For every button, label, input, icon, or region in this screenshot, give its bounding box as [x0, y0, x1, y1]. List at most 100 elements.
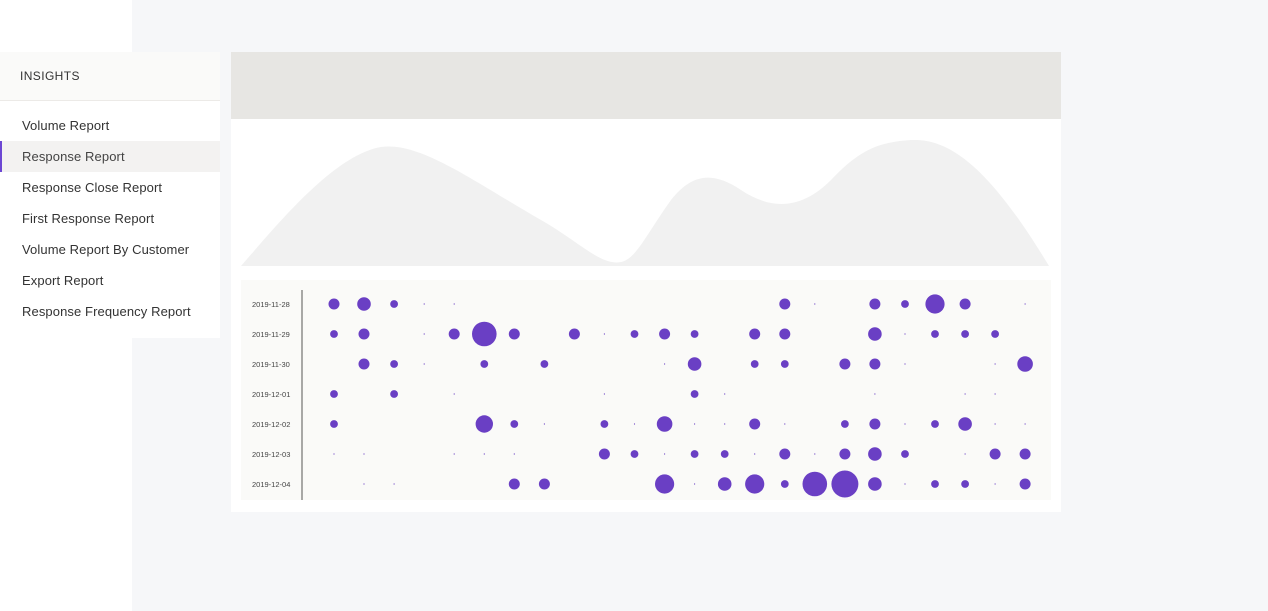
bubble-point[interactable]: [745, 474, 765, 494]
bubble-point[interactable]: [994, 393, 996, 395]
bubble-point[interactable]: [330, 420, 338, 428]
bubble-point[interactable]: [690, 390, 699, 398]
bubble-point[interactable]: [664, 453, 666, 455]
bubble-point[interactable]: [994, 363, 996, 365]
bubble-point[interactable]: [363, 453, 365, 455]
sidebar-item-export-report[interactable]: Export Report: [22, 273, 104, 288]
bubble-point[interactable]: [328, 298, 340, 310]
bubble-point[interactable]: [839, 358, 851, 370]
bubble-point[interactable]: [868, 327, 882, 341]
bubble-point[interactable]: [1019, 448, 1031, 460]
bubble-point[interactable]: [480, 360, 489, 368]
bubble-point[interactable]: [656, 416, 673, 432]
bubble-point[interactable]: [994, 423, 996, 425]
bubble-point[interactable]: [357, 297, 371, 311]
bubble-point[interactable]: [720, 450, 729, 458]
bubble-point[interactable]: [664, 363, 666, 365]
bubble-point[interactable]: [724, 393, 726, 395]
bubble-point[interactable]: [694, 423, 696, 425]
sidebar-item-volume-report[interactable]: Volume Report: [22, 118, 110, 133]
bubble-point[interactable]: [453, 393, 455, 395]
bubble-point[interactable]: [991, 330, 999, 338]
bubble-point[interactable]: [513, 453, 515, 455]
bubble-point[interactable]: [568, 328, 580, 340]
bubble-point[interactable]: [961, 480, 969, 488]
bubble-point[interactable]: [831, 470, 859, 498]
bubble-point[interactable]: [874, 393, 876, 395]
bubble-point[interactable]: [603, 393, 605, 395]
bubble-point[interactable]: [749, 418, 761, 430]
bubble-point[interactable]: [1024, 303, 1026, 305]
bubble-point[interactable]: [475, 415, 493, 433]
bubble-point[interactable]: [423, 333, 425, 335]
bubble-point[interactable]: [868, 477, 882, 491]
bubble-point[interactable]: [964, 453, 966, 455]
bubble-point[interactable]: [390, 300, 398, 308]
bubble-point[interactable]: [904, 483, 906, 485]
bubble-point[interactable]: [750, 360, 759, 368]
bubble-point[interactable]: [869, 418, 881, 430]
bubble-point[interactable]: [630, 330, 639, 338]
bubble-point[interactable]: [423, 303, 425, 305]
sidebar-item-volume-report-by-customer[interactable]: Volume Report By Customer: [22, 242, 190, 257]
bubble-point[interactable]: [784, 423, 786, 425]
bubble-point[interactable]: [959, 298, 971, 310]
bubble-point[interactable]: [779, 448, 791, 460]
bubble-point[interactable]: [510, 420, 519, 428]
bubble-point[interactable]: [931, 480, 939, 488]
bubble-point[interactable]: [780, 360, 789, 368]
bubble-point[interactable]: [754, 453, 756, 455]
bubble-point[interactable]: [958, 417, 972, 431]
bubble-point[interactable]: [802, 471, 828, 497]
bubble-point[interactable]: [1017, 356, 1033, 372]
bubble-point[interactable]: [964, 393, 966, 395]
bubble-point[interactable]: [901, 450, 909, 458]
bubble-point[interactable]: [483, 453, 485, 455]
bubble-point[interactable]: [779, 298, 791, 310]
bubble-point[interactable]: [841, 420, 849, 428]
bubble-point[interactable]: [694, 483, 696, 485]
sidebar-item-first-response-report[interactable]: First Response Report: [22, 211, 155, 226]
bubble-point[interactable]: [869, 298, 881, 310]
bubble-point[interactable]: [904, 333, 906, 335]
bubble-point[interactable]: [358, 328, 370, 340]
bubble-point[interactable]: [925, 294, 945, 314]
bubble-point[interactable]: [603, 333, 605, 335]
sidebar-item-response-frequency-report[interactable]: Response Frequency Report: [22, 304, 191, 319]
bubble-point[interactable]: [393, 483, 395, 485]
bubble-point[interactable]: [961, 330, 969, 338]
bubble-point[interactable]: [1019, 478, 1031, 490]
bubble-point[interactable]: [472, 321, 497, 347]
bubble-point[interactable]: [989, 448, 1001, 460]
sidebar-item-response-report[interactable]: Response Report: [0, 141, 220, 172]
bubble-point[interactable]: [453, 303, 455, 305]
bubble-point[interactable]: [540, 360, 549, 368]
bubble-point[interactable]: [690, 450, 699, 458]
bubble-point[interactable]: [508, 478, 520, 490]
bubble-point[interactable]: [749, 328, 761, 340]
bubble-point[interactable]: [904, 363, 906, 365]
bubble-point[interactable]: [330, 390, 338, 398]
bubble-point[interactable]: [687, 357, 702, 371]
bubble-point[interactable]: [869, 358, 881, 370]
bubble-point[interactable]: [931, 420, 939, 428]
bubble-point[interactable]: [655, 474, 675, 494]
bubble-point[interactable]: [330, 330, 338, 338]
bubble-point[interactable]: [931, 330, 939, 338]
bubble-point[interactable]: [630, 450, 639, 458]
bubble-point[interactable]: [423, 363, 425, 365]
bubble-point[interactable]: [780, 480, 789, 488]
bubble-point[interactable]: [994, 483, 996, 485]
bubble-point[interactable]: [779, 328, 791, 340]
bubble-point[interactable]: [814, 303, 816, 305]
bubble-point[interactable]: [538, 478, 550, 490]
bubble-point[interactable]: [659, 328, 671, 340]
bubble-point[interactable]: [390, 390, 398, 398]
bubble-point[interactable]: [724, 423, 726, 425]
bubble-point[interactable]: [543, 423, 545, 425]
bubble-point[interactable]: [598, 448, 610, 460]
sidebar-item-response-close-report[interactable]: Response Close Report: [22, 180, 163, 195]
bubble-point[interactable]: [901, 300, 909, 308]
bubble-point[interactable]: [453, 453, 455, 455]
bubble-point[interactable]: [690, 330, 699, 338]
